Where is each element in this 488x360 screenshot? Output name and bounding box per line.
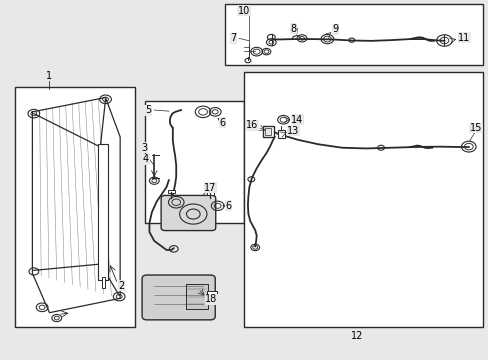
Bar: [244, 72, 483, 327]
Text: 5: 5: [144, 105, 151, 115]
Text: 8: 8: [289, 24, 296, 34]
Text: 12: 12: [350, 331, 362, 341]
Text: 6: 6: [219, 118, 224, 128]
Bar: [102, 277, 105, 288]
Text: 7: 7: [230, 33, 236, 43]
Bar: [167, 190, 175, 193]
FancyBboxPatch shape: [161, 195, 215, 230]
Text: 4: 4: [142, 154, 149, 164]
Text: 6: 6: [225, 201, 231, 211]
Bar: [185, 284, 207, 309]
Bar: [15, 87, 135, 327]
Text: 3: 3: [141, 143, 147, 153]
Bar: [98, 144, 108, 280]
Text: 2: 2: [118, 281, 124, 291]
Bar: [277, 130, 285, 138]
Bar: [206, 291, 216, 300]
Bar: [206, 191, 213, 195]
Text: 10: 10: [237, 6, 250, 16]
Text: 18: 18: [205, 294, 217, 304]
Text: 15: 15: [469, 123, 481, 133]
FancyBboxPatch shape: [142, 275, 215, 320]
Text: 1: 1: [46, 71, 52, 81]
Bar: [144, 101, 244, 223]
Text: 11: 11: [457, 33, 469, 42]
Text: 17: 17: [204, 183, 216, 193]
Text: 14: 14: [290, 115, 303, 125]
Bar: [224, 4, 483, 65]
Text: 9: 9: [331, 24, 338, 35]
Text: 16: 16: [245, 121, 258, 130]
Bar: [265, 128, 271, 135]
Text: 13: 13: [286, 126, 299, 135]
Bar: [263, 126, 273, 137]
